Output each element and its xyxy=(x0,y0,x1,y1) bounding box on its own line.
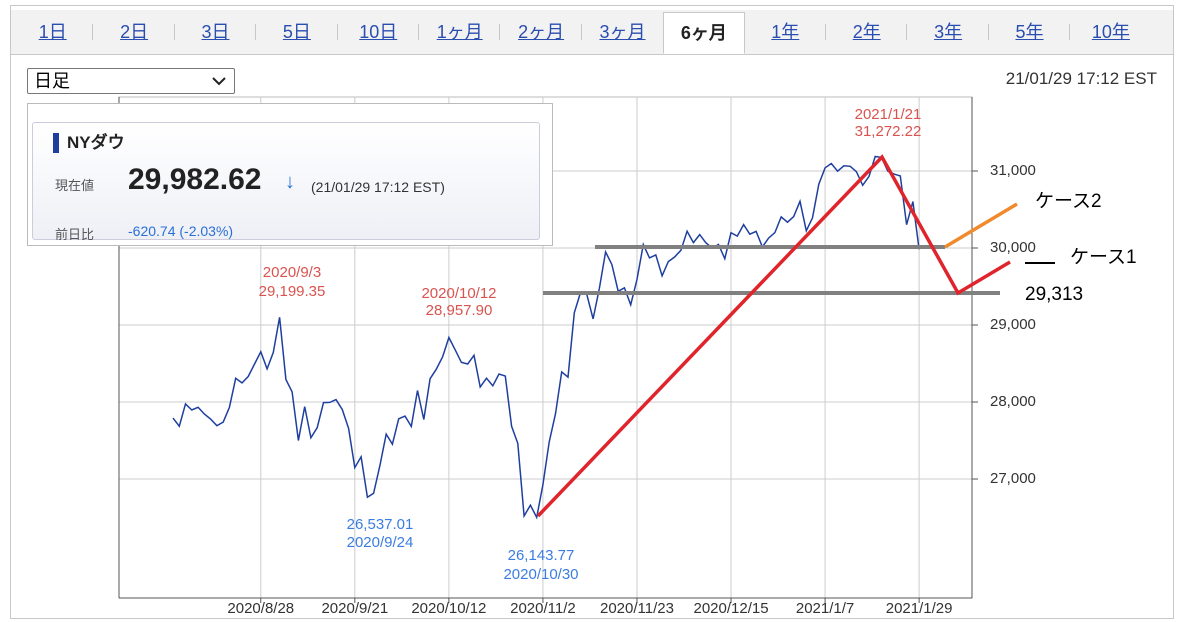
tab[interactable]: 3日 xyxy=(175,10,257,54)
tab[interactable]: 2年 xyxy=(826,10,908,54)
annotation: 2021/1/21 xyxy=(855,106,922,123)
y-tick-label: 30,000 xyxy=(990,239,1036,256)
tab[interactable]: 10日 xyxy=(338,10,420,54)
scenario-line xyxy=(944,202,1018,249)
x-tick-label: 2020/11/23 xyxy=(600,600,674,617)
change: -620.74 (-2.03%) xyxy=(128,223,234,239)
price-line xyxy=(172,155,920,520)
price-arrow: ↓ xyxy=(285,171,295,193)
y-tick-label: 29,000 xyxy=(990,316,1036,333)
scenario-line xyxy=(536,154,1011,518)
price: 29,982.62 xyxy=(128,163,262,196)
annotation: 26,143.77 xyxy=(508,547,575,564)
y-tick-label: 31,000 xyxy=(990,162,1036,179)
tab[interactable]: 3ヶ月 xyxy=(599,22,646,42)
x-tick-label: 2020/9/21 xyxy=(321,600,388,617)
x-tick-label: 2020/12/15 xyxy=(693,600,768,617)
annotation: 26,537.01 xyxy=(347,516,414,533)
annotation: 28,957.90 xyxy=(426,302,493,319)
frame xyxy=(10,5,1174,619)
annotation: 2020/10/30 xyxy=(503,566,578,583)
dropdown-label: 日足 xyxy=(34,71,70,91)
timestamp: 21/01/29 17:12 EST xyxy=(1005,69,1157,88)
price-time: (21/01/29 17:12 EST) xyxy=(311,179,445,195)
target-label: 29,313 xyxy=(1025,284,1083,305)
x-tick-label: 2021/1/29 xyxy=(886,600,953,617)
case-label: ケース1 xyxy=(1070,247,1137,268)
tab-bar: 1日 2日 3日 5日 10日 1ヶ月 2ヶ月 3ヶ月 6ヶ月 1年 2年 3年 5年 10年 xyxy=(11,10,1173,55)
annotation: 2020/9/3 xyxy=(263,264,321,281)
tab[interactable]: 1ヶ月 xyxy=(419,10,501,54)
dropdown[interactable]: 日足 xyxy=(27,68,235,94)
annotation: 2020/10/12 xyxy=(421,285,496,302)
chevron xyxy=(212,77,226,86)
case-label: ケース2 xyxy=(1035,191,1102,212)
x-tick-label: 2020/11/2 xyxy=(510,600,576,617)
tab[interactable]: 1日 xyxy=(12,10,94,54)
change-label: 前日比 xyxy=(55,227,95,242)
annotation: 31,272.22 xyxy=(855,123,922,140)
quote-box: NYダウ 現在値 29,982.62 ↓ (21/01/29 17:12 EST… xyxy=(27,103,553,246)
x-tick-label: 2020/8/28 xyxy=(227,600,294,617)
quote-panel: NYダウ 現在値 29,982.62 ↓ (21/01/29 17:12 EST… xyxy=(32,122,540,242)
tab[interactable]: 5日 xyxy=(256,10,338,54)
tab[interactable]: 3年 xyxy=(907,10,990,54)
price-label: 現在値 xyxy=(55,178,95,193)
tab[interactable]: 5年 xyxy=(989,10,1071,54)
x-tick-label: 2021/1/7 xyxy=(796,600,854,617)
tab[interactable]: 2ヶ月 xyxy=(500,10,583,54)
tab[interactable]: 10年 xyxy=(1091,22,1130,42)
tab[interactable]: 6ヶ月 xyxy=(663,12,745,54)
tab[interactable]: 1年 xyxy=(745,10,827,54)
annotation: 29,199.35 xyxy=(259,283,326,300)
x-tick-label: 2020/10/12 xyxy=(411,600,486,617)
annotation: 2020/9/24 xyxy=(347,534,414,551)
tab[interactable]: 2日 xyxy=(93,10,176,54)
quote-name: NYダウ xyxy=(53,133,125,153)
y-tick-label: 27,000 xyxy=(990,470,1036,487)
y-tick-label: 28,000 xyxy=(990,393,1036,410)
